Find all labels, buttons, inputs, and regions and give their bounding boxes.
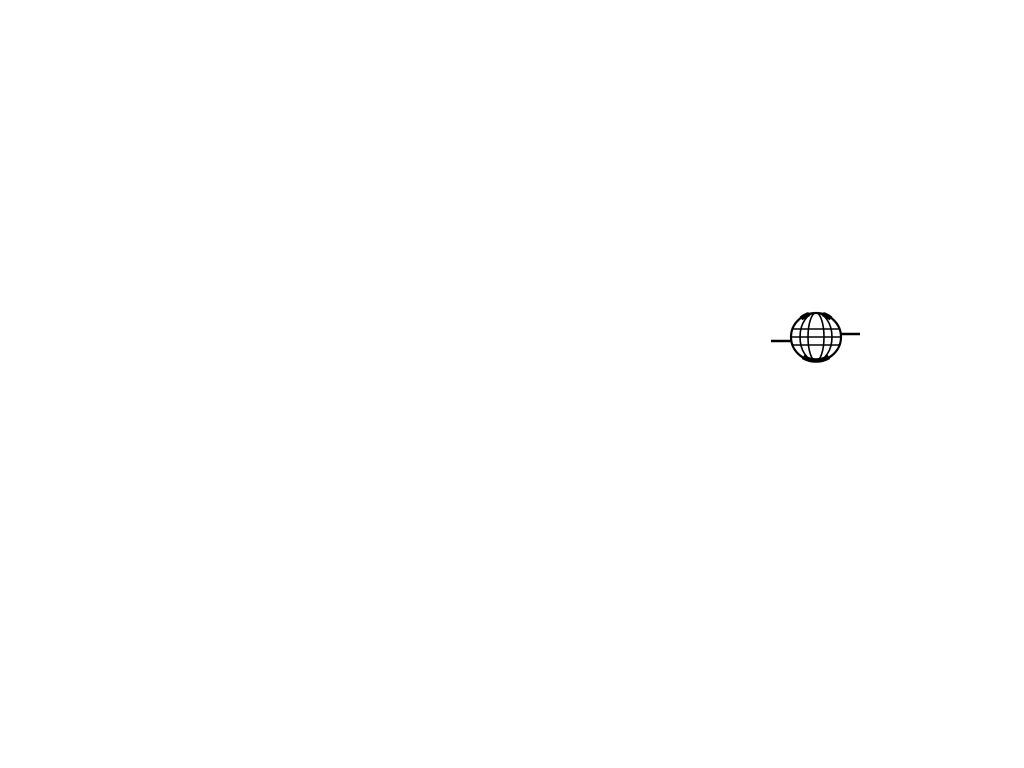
polar-legend-swatch-16000hz xyxy=(437,606,484,611)
polar-legend-swatch-8000hz xyxy=(437,582,484,587)
polar-legend-swatch-2000hz xyxy=(437,533,484,538)
fr-legend-swatch-50cm xyxy=(103,384,244,390)
fr-legend-swatch-5cm xyxy=(103,346,246,352)
polar-legend-swatch-500hz xyxy=(288,582,335,587)
polar-legend-swatch-125hz xyxy=(288,533,335,538)
bk-logo xyxy=(771,311,860,363)
polar-legend-swatch-4000hz xyxy=(437,558,484,563)
polar-legend-swatch-250hz xyxy=(288,558,335,563)
polar-legend-swatch-1000hz xyxy=(288,606,335,611)
